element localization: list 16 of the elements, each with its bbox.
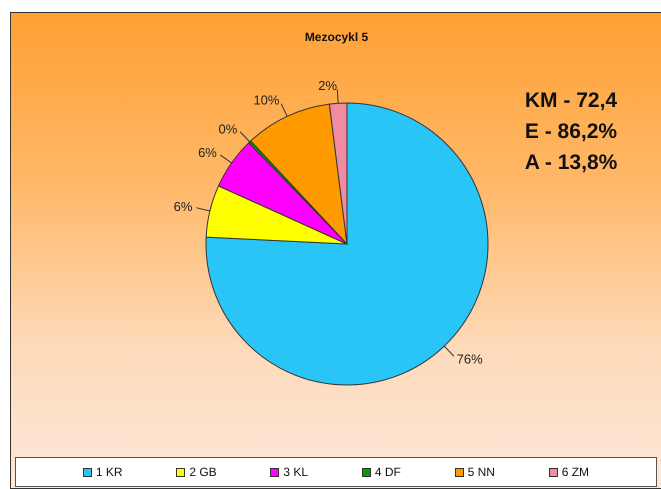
data-label: 10% <box>253 92 280 108</box>
chart-title: Mezocykl 5 <box>304 30 370 44</box>
legend-label: 4 DF <box>374 465 401 479</box>
legend-label: 1 KR <box>96 465 123 479</box>
text: E - 86,2% <box>524 119 618 145</box>
legend-label: 6 ZM <box>562 465 590 479</box>
data-label: 2% <box>318 78 338 93</box>
legend-label: 5 NN <box>468 465 495 479</box>
text: KM - 72,4 <box>524 88 618 114</box>
text: A - 13,8% <box>524 150 618 176</box>
data-label: 6% <box>198 145 218 160</box>
data-label: 0% <box>218 121 238 136</box>
legend-label: 3 KL <box>283 465 308 479</box>
legend-label: 2 GB <box>189 465 217 479</box>
data-label: 76% <box>456 352 484 367</box>
data-label: 6% <box>174 199 193 214</box>
